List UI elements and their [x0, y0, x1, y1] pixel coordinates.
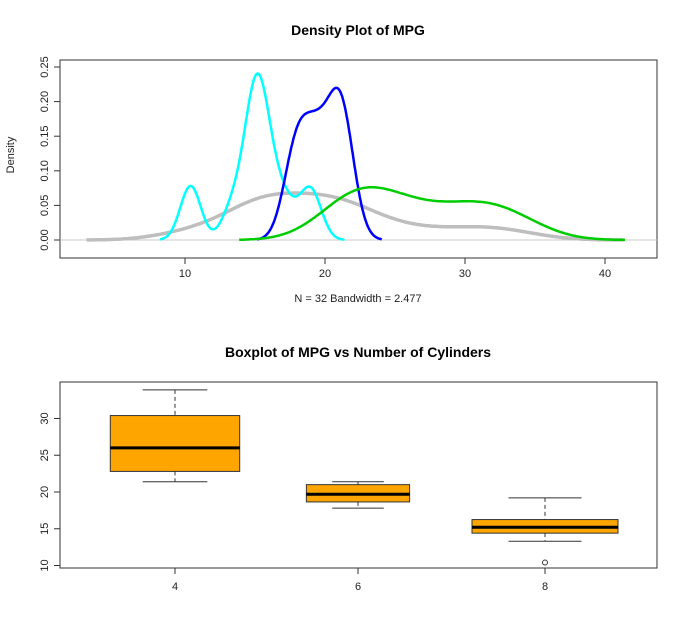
x-tick-label: 4: [172, 581, 178, 593]
density-plot: 10 20 30 40 0.00 0.05 0.10 0.15 0.20 0.25: [39, 56, 658, 280]
y-tick-label: 0.20: [39, 91, 51, 112]
plot-frame: [59, 59, 658, 259]
x-tick-label: 30: [459, 268, 471, 280]
density-curve-2: [256, 86, 383, 241]
y-tick-label: 0.00: [39, 229, 51, 250]
x-tick-label: 20: [319, 268, 331, 280]
boxplot-title: Boxplot of MPG vs Number of Cylinders: [225, 344, 491, 360]
y-tick-label: 20: [39, 486, 51, 498]
outlier-point: [542, 559, 548, 566]
y-tick-label: 25: [39, 449, 51, 461]
x-tick-label: 40: [599, 268, 611, 280]
y-tick-label: 15: [39, 523, 51, 535]
density-xlabel: N = 32 Bandwidth = 2.477: [294, 293, 421, 305]
y-tick-label: 0.05: [39, 195, 51, 216]
density-curve-3: [239, 186, 625, 242]
box-4: [109, 415, 241, 472]
plot-frame: [59, 381, 658, 569]
density-curve-1: [159, 72, 346, 241]
y-tick-label: 30: [39, 412, 51, 424]
y-tick-label: 0.15: [39, 125, 51, 146]
x-tick-label: 8: [542, 581, 548, 593]
x-tick-label: 10: [179, 268, 191, 280]
boxplot-plot: 10 15 20 25 30 4 6 8: [39, 381, 658, 593]
y-tick-label: 10: [39, 559, 51, 571]
density-title: Density Plot of MPG: [291, 22, 425, 38]
density-ylabel: Density: [5, 136, 17, 173]
y-tick-label: 0.10: [39, 160, 51, 181]
y-tick-label: 0.25: [39, 56, 51, 77]
density-curve-0: [86, 191, 624, 242]
x-tick-label: 6: [355, 581, 361, 593]
